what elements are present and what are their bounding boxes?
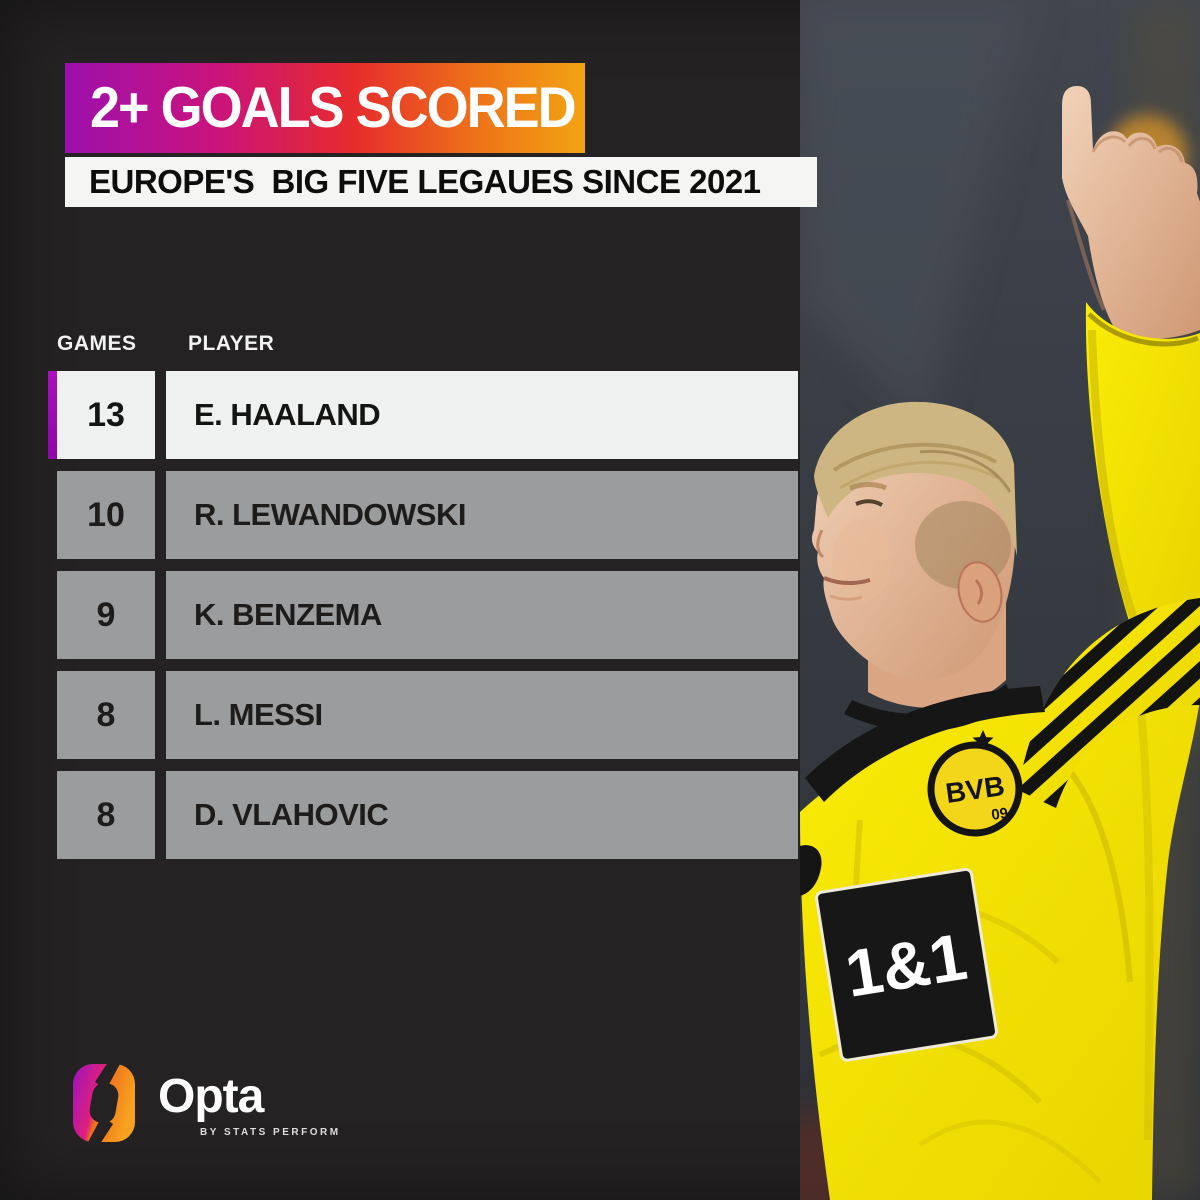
player-name: D. VLAHOVIC: [166, 771, 798, 859]
games-value: 8: [57, 771, 155, 859]
games-value: 9: [57, 571, 155, 659]
games-value: 8: [57, 671, 155, 759]
opta-logo-icon: [73, 1063, 135, 1143]
opta-byline: BY STATS PERFORM: [200, 1127, 341, 1138]
column-header-player: PLAYER: [188, 332, 275, 355]
player-head: [811, 401, 1017, 708]
nose: [816, 529, 825, 559]
player-name: E. HAALAND: [166, 371, 798, 459]
jersey-sleeve: [1085, 302, 1200, 648]
eye: [855, 499, 884, 507]
column-header-games: GAMES: [57, 332, 137, 355]
raised-arm: [1062, 86, 1200, 339]
table-row: 9 K. BENZEMA: [0, 571, 800, 659]
player-name: L. MESSI: [166, 671, 798, 759]
table-row: 13 E. HAALAND: [0, 371, 800, 459]
subtitle-bar: EUROPE'S BIG FIVE LEGAUES SINCE 2021: [65, 157, 817, 207]
opta-branding: Opta BY STATS PERFORM: [72, 1063, 341, 1143]
games-value: 10: [57, 471, 155, 559]
table-row: 10 R. LEWANDOWSKI: [0, 471, 800, 559]
eyebrow: [849, 482, 888, 491]
table-row: 8 D. VLAHOVIC: [0, 771, 800, 859]
table-row: 8 L. MESSI: [0, 671, 800, 759]
opta-wordmark: Opta: [158, 1070, 264, 1123]
mouth: [823, 576, 871, 585]
svg-text:09: 09: [990, 805, 1009, 824]
player-photo: BVB 09 1&1: [800, 0, 1200, 1200]
hair: [814, 401, 1017, 556]
title-banner: 2+ GOALS SCORED: [65, 63, 585, 153]
stats-table: 13 E. HAALAND 10 R. LEWANDOWSKI 9 K. BEN…: [0, 371, 800, 859]
sponsor-patch: 1&1: [815, 867, 998, 1062]
player-name: K. BENZEMA: [166, 571, 798, 659]
page-title: 2+ GOALS SCORED: [90, 76, 577, 140]
games-value: 13: [57, 371, 155, 459]
puma-logo-icon: [800, 845, 822, 896]
page-subtitle: EUROPE'S BIG FIVE LEGAUES SINCE 2021: [89, 163, 761, 200]
highlight-accent-strip: [48, 371, 57, 459]
player-name: R. LEWANDOWSKI: [166, 471, 798, 559]
club-badge-icon: BVB 09: [927, 741, 1023, 837]
